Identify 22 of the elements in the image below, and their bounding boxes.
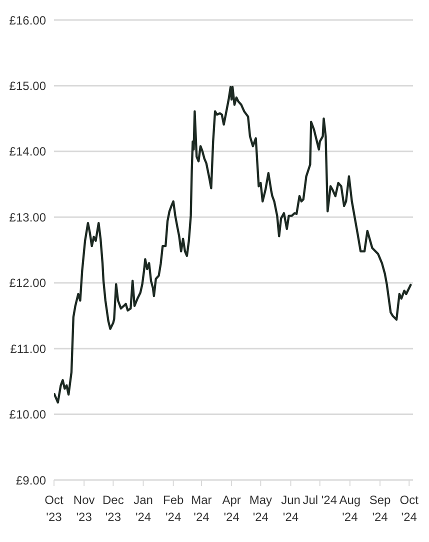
x-tick-label: Jul '24	[302, 493, 338, 507]
y-tick-label: £10.00	[9, 408, 46, 422]
x-tick-label: Feb '24	[163, 493, 184, 524]
x-tick-label: Jan '24	[134, 493, 153, 524]
y-tick-label: £9.00	[16, 473, 46, 488]
y-tick-label: £15.00	[9, 78, 46, 93]
x-tick-label: Mar '24	[191, 493, 212, 524]
x-tick-label: Nov '23	[73, 493, 95, 524]
x-tick-label: Apr '24	[222, 493, 241, 524]
y-tick-label: £14.00	[9, 144, 46, 159]
y-tick-label: £12.00	[9, 276, 46, 290]
x-tick-label: Oct '24	[400, 493, 420, 524]
x-tick-label: Oct '23	[44, 493, 64, 524]
x-tick-label: Aug '24	[339, 493, 361, 524]
x-tick-label: Dec '23	[102, 493, 124, 524]
line-series	[54, 86, 412, 404]
y-tick-label: £16.00	[9, 13, 46, 28]
x-tick-label: Sep '24	[369, 493, 392, 524]
x-tick-label: Jun '24	[281, 493, 300, 524]
y-tick-label: £13.00	[9, 210, 46, 224]
x-tick-label: May '24	[249, 493, 272, 524]
y-tick-label: £11.00	[10, 342, 46, 356]
